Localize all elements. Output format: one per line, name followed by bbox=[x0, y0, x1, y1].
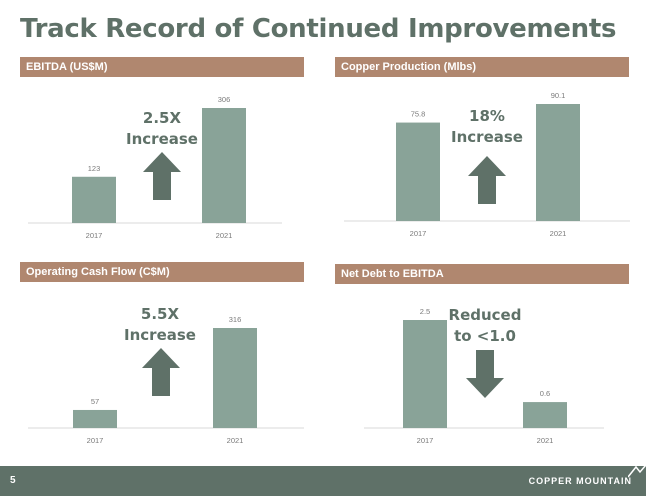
copper-production-chart: 75.8 2017 90.1 2021 bbox=[344, 91, 630, 238]
bar-2021 bbox=[536, 104, 580, 221]
bar-2017 bbox=[396, 122, 440, 221]
data-label: 90.1 bbox=[551, 91, 566, 100]
x-tick-label: 2021 bbox=[227, 436, 244, 445]
callout-line-1: 2.5X bbox=[142, 109, 182, 127]
mountain-logo-icon bbox=[628, 464, 646, 478]
ocf-callout: 5.5X Increase bbox=[120, 304, 200, 346]
page-title: Track Record of Continued Improvements bbox=[20, 14, 617, 44]
company-logo-text: COPPER MOUNTAIN bbox=[528, 476, 632, 486]
callout-line-1: Reduced bbox=[448, 306, 522, 324]
operating-cash-flow-chart: 57 2017 316 2021 bbox=[28, 315, 304, 445]
ebitda-chart: 123 2017 306 2021 bbox=[28, 95, 282, 240]
panel-header-net-debt: Net Debt to EBITDA bbox=[335, 264, 629, 284]
callout-line-2: to <1.0 bbox=[454, 327, 516, 345]
up-arrow-icon bbox=[142, 348, 180, 396]
net-debt-callout: Reduced to <1.0 bbox=[445, 305, 525, 347]
up-arrow-icon bbox=[468, 156, 506, 204]
panel-header-copper: Copper Production (Mlbs) bbox=[335, 57, 629, 77]
callout-line-1: 18% bbox=[469, 107, 505, 125]
panel-header-ebitda: EBITDA (US$M) bbox=[20, 57, 304, 77]
x-tick-label: 2021 bbox=[550, 229, 567, 238]
x-tick-label: 2017 bbox=[410, 229, 427, 238]
x-tick-label: 2017 bbox=[86, 231, 103, 240]
data-label: 75.8 bbox=[411, 110, 426, 119]
bar-2017 bbox=[72, 176, 116, 223]
data-label: 316 bbox=[229, 315, 242, 324]
bar-2021 bbox=[523, 402, 567, 428]
bar-2021 bbox=[213, 328, 257, 428]
down-arrow-icon bbox=[466, 350, 504, 398]
bar-2021 bbox=[202, 108, 246, 223]
copper-callout: 18% Increase bbox=[447, 106, 527, 148]
data-label: 123 bbox=[88, 164, 101, 173]
callout-line-2: Increase bbox=[126, 130, 198, 148]
data-label: 306 bbox=[218, 95, 231, 104]
bar-2017 bbox=[403, 320, 447, 428]
x-tick-label: 2017 bbox=[417, 436, 434, 445]
data-label: 57 bbox=[91, 397, 99, 406]
x-tick-label: 2017 bbox=[87, 436, 104, 445]
data-label: 2.5 bbox=[420, 307, 430, 316]
panel-header-operating-cash-flow: Operating Cash Flow (C$M) bbox=[20, 262, 304, 282]
callout-line-2: Increase bbox=[124, 326, 196, 344]
x-tick-label: 2021 bbox=[537, 436, 554, 445]
callout-line-1: 5.5X bbox=[140, 305, 180, 323]
net-debt-to-ebitda-chart: 2.5 2017 0.6 2021 bbox=[364, 307, 604, 445]
ebitda-callout: 2.5X Increase bbox=[122, 108, 202, 150]
callout-line-2: Increase bbox=[451, 128, 523, 146]
x-tick-label: 2021 bbox=[216, 231, 233, 240]
bar-2017 bbox=[73, 409, 117, 428]
page-number: 5 bbox=[10, 475, 16, 486]
up-arrow-icon bbox=[143, 152, 181, 200]
data-label: 0.6 bbox=[540, 389, 550, 398]
footer-bar: 5 COPPER MOUNTAIN bbox=[0, 464, 646, 496]
